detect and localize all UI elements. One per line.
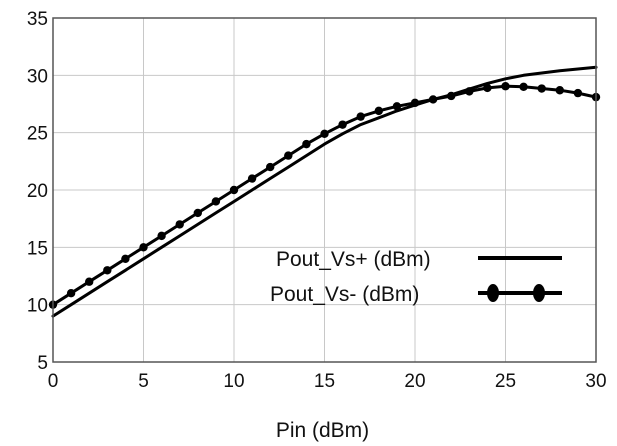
data-point [573, 88, 583, 98]
data-point [465, 87, 474, 96]
data-point [320, 129, 329, 139]
grid-lines [53, 18, 596, 362]
data-point [103, 266, 112, 275]
y-tick-label: 15 [27, 238, 48, 259]
data-point [428, 95, 438, 104]
legend-markers-vs-minus [487, 284, 545, 302]
x-tick-label: 30 [585, 371, 606, 392]
x-tick-label: 15 [314, 371, 335, 392]
y-tick-label: 10 [27, 296, 48, 317]
data-point [66, 289, 76, 298]
legend-label-vs-plus: Pout_Vs+ (dBm) [276, 248, 431, 271]
series-lines [48, 65, 601, 318]
data-point [139, 243, 148, 252]
data-point [247, 174, 257, 183]
data-point [266, 162, 275, 172]
x-tick-label: 5 [138, 371, 149, 392]
series-line-0 [51, 65, 598, 318]
y-tick-label: 20 [27, 181, 48, 202]
data-point [555, 86, 564, 95]
y-tick-label: 5 [37, 353, 48, 374]
data-point [157, 231, 166, 241]
data-point [410, 98, 420, 108]
y-tick-label: 35 [27, 9, 48, 30]
data-point [519, 82, 528, 92]
data-point [284, 151, 293, 160]
x-tick-label: 10 [223, 371, 244, 392]
legend-marker [533, 284, 545, 302]
data-point [356, 112, 365, 121]
data-point [211, 197, 221, 206]
data-point [483, 83, 492, 93]
data-point [193, 208, 202, 218]
data-point [447, 91, 456, 101]
x-tick-label: 20 [404, 371, 425, 392]
data-point [374, 106, 383, 116]
data-point [537, 84, 546, 93]
legend-label-vs-minus: Pout_Vs- (dBm) [270, 283, 419, 306]
data-point [302, 139, 311, 149]
legend-marker [487, 284, 499, 302]
plot-frame [52, 17, 597, 363]
x-tick-label: 25 [495, 371, 516, 392]
data-point [338, 120, 347, 129]
data-point [229, 185, 239, 195]
x-tick-label: 0 [48, 371, 59, 392]
data-point [175, 220, 184, 229]
data-point [121, 254, 130, 263]
y-tick-label: 25 [27, 124, 48, 145]
data-point [85, 277, 94, 286]
y-tick-label: 30 [27, 66, 48, 87]
x-axis-title: Pin (dBm) [276, 419, 369, 442]
legend: Pout_Vs+ (dBm) Pout_Vs- (dBm) [270, 248, 562, 306]
data-point [501, 82, 510, 91]
data-point [392, 102, 402, 111]
